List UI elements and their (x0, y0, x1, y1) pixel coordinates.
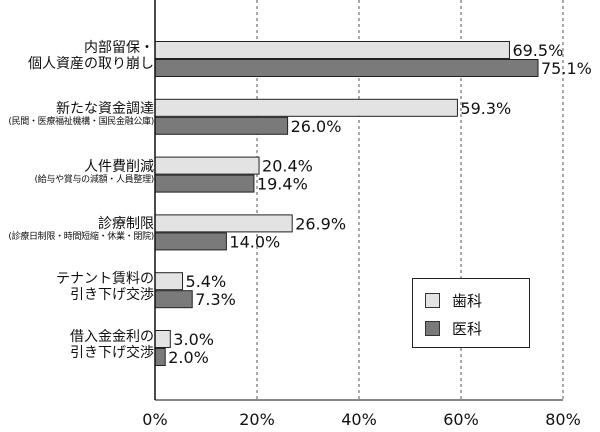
data-label: 59.3% (460, 99, 511, 118)
legend: 歯科 医科 (412, 278, 530, 348)
data-label: 20.4% (262, 157, 313, 176)
data-label: 26.0% (291, 117, 342, 136)
legend-swatch-medical (425, 321, 440, 336)
category-label-line2: 引き下げ交渉 (70, 287, 154, 304)
category-label: 新たな資金調達 (民間・医療福祉機構・国民金融公庫) (8, 101, 154, 127)
data-label: 75.1% (541, 59, 592, 78)
data-label: 69.5% (512, 41, 563, 60)
bar (154, 156, 260, 175)
category-label: 診療制限 (診療日制限・時間短縮・休業・閉院) (8, 216, 154, 242)
data-label: 7.3% (195, 290, 236, 309)
legend-item-medical: 医科 (425, 318, 482, 339)
category-label-sub: (給与や賞与の減額・人員整理) (34, 174, 154, 185)
legend-item-dental: 歯科 (425, 290, 482, 311)
x-tick-label: 80% (545, 410, 581, 429)
data-label: 2.0% (168, 348, 209, 367)
category-label-main: テナント賃料の (56, 271, 154, 288)
category-label-sub: (診療日制限・時間短縮・休業・閉院) (8, 232, 154, 243)
bar (154, 41, 510, 59)
legend-label-dental: 歯科 (452, 292, 483, 310)
x-tick-label: 40% (341, 410, 377, 429)
category-label: 内部留保・ 個人資産の取り崩し (28, 40, 154, 72)
data-label: 26.9% (295, 214, 346, 233)
bar (154, 116, 289, 135)
bar (154, 59, 539, 77)
legend-swatch-dental (425, 293, 440, 308)
category-label: 借入金金利の 引き下げ交渉 (70, 329, 154, 361)
legend-label-medical: 医科 (452, 320, 483, 338)
data-label: 14.0% (229, 232, 280, 251)
x-tick-label: 20% (239, 410, 275, 429)
bar (154, 290, 193, 309)
data-label: 3.0% (173, 330, 214, 349)
bar (154, 214, 293, 233)
bar (154, 232, 227, 251)
bar (154, 174, 255, 193)
x-tick-label: 60% (443, 410, 479, 429)
category-label-line2: 引き下げ交渉 (70, 345, 154, 362)
bar (154, 348, 166, 366)
category-label-sub: (民間・医療福祉機構・国民金融公庫) (8, 116, 154, 127)
category-label-main: 内部留保・ (84, 40, 154, 56)
x-tick-label: 0% (142, 410, 167, 429)
category-label-main: 新たな資金調達 (56, 100, 154, 117)
category-label-main: 借入金金利の (70, 329, 154, 345)
category-label-line2: 個人資産の取り崩し (28, 56, 154, 73)
bar (154, 330, 171, 348)
bar (154, 272, 184, 291)
category-label-main: 診療制限 (98, 216, 154, 233)
data-label: 5.4% (186, 272, 227, 291)
bar (154, 98, 458, 117)
category-label: テナント賃料の 引き下げ交渉 (56, 271, 154, 303)
category-label-main: 人件費削減 (84, 158, 154, 175)
category-label: 人件費削減 (給与や賞与の減額・人員整理) (34, 159, 154, 185)
data-label: 19.4% (257, 175, 308, 194)
